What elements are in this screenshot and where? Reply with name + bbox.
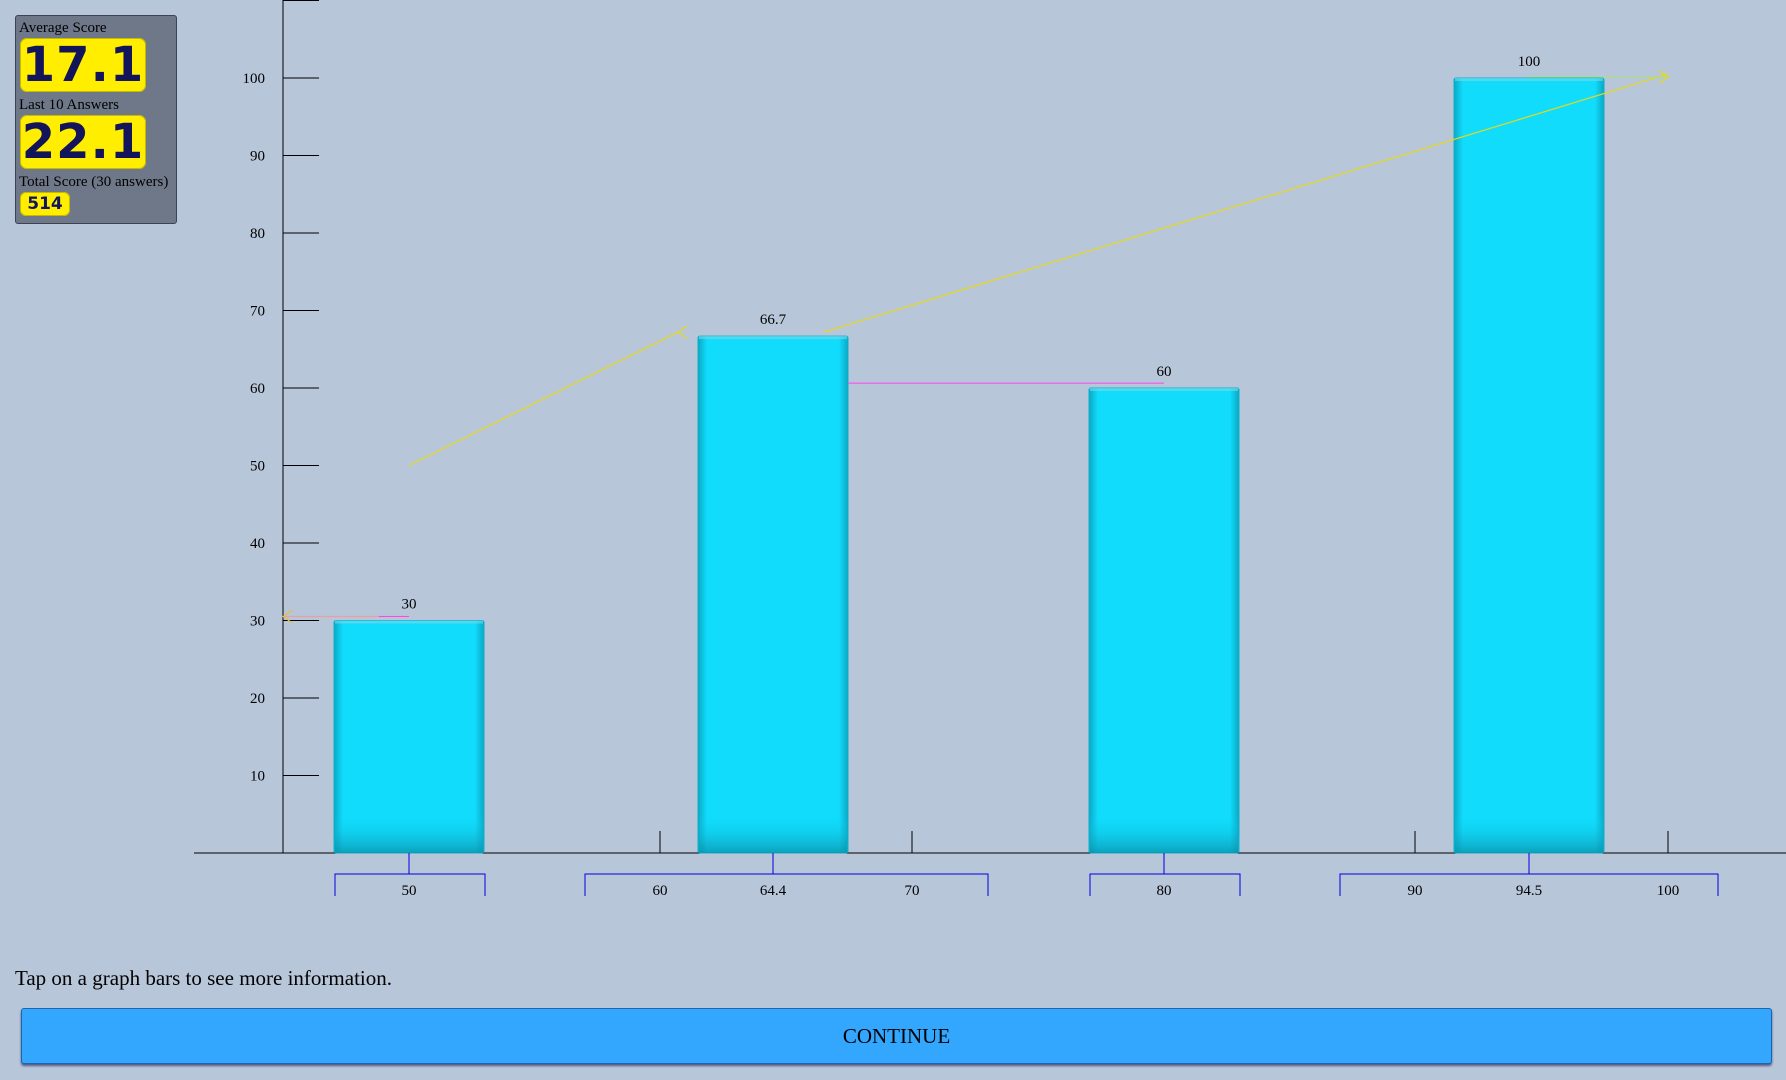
y-tick-label: 30 [250, 614, 265, 630]
bar-94.5[interactable] [1453, 77, 1605, 854]
bar-shade [1455, 813, 1603, 853]
x-tick-label: 50 [402, 883, 417, 899]
y-tick-label: 40 [250, 536, 265, 552]
x-tick-label: 100 [1657, 883, 1680, 899]
y-tick-label: 90 [250, 149, 265, 165]
trend-arrowhead [676, 325, 688, 339]
instructions-text: Tap on a graph bars to see more informat… [15, 966, 392, 990]
bar-shade [335, 813, 483, 853]
y-tick-label: 20 [250, 691, 265, 707]
y-tick-label: 60 [250, 381, 265, 397]
x-group-bracket [334, 873, 486, 896]
y-tick-label: 50 [250, 459, 265, 475]
last-10-answers-value: 22.1 [20, 114, 146, 170]
x-tick-label: 94.5 [1516, 883, 1542, 899]
x-tick-label: 80 [1157, 883, 1172, 899]
bar-body[interactable] [697, 335, 849, 854]
bar-80[interactable] [1088, 387, 1240, 854]
bar-shade [699, 813, 847, 853]
y-tick-label: 10 [250, 769, 265, 785]
y-tick-label: 70 [250, 304, 265, 320]
bar-body[interactable] [1453, 77, 1605, 854]
trend-arrowhead [281, 609, 293, 624]
trend-line-up [408, 331, 679, 467]
bar-value-label: 66.7 [760, 312, 787, 328]
bar-body[interactable] [1088, 387, 1240, 854]
bar-top-edge [699, 336, 847, 340]
score-panel: Average Score 17.1 Last 10 Answers 22.1 … [15, 15, 177, 224]
bar-top-edge [1090, 388, 1238, 391]
x-group-bracket [584, 873, 989, 896]
average-score-value: 17.1 [20, 37, 146, 93]
x-tick-label: 60 [653, 883, 668, 899]
trend-line-up [823, 73, 1669, 333]
bar-value-label: 100 [1518, 54, 1541, 70]
bar-shade [1090, 813, 1238, 853]
total-score-value: 514 [20, 192, 70, 216]
bar-64.4[interactable] [697, 335, 849, 854]
bar-top-edge [335, 620, 483, 624]
continue-button[interactable]: CONTINUE [21, 1008, 1772, 1064]
bar-top-edge [1455, 78, 1603, 81]
bar-chart: 10 20 30 40 50 60 70 80 90 100 30 66.7 60 100 50 60 64… [194, 0, 1786, 899]
x-tick-label: 70 [905, 883, 920, 899]
last-10-answers-label: Last 10 Answers [19, 97, 119, 113]
x-group-bracket [1089, 873, 1241, 896]
y-tick-label: 100 [243, 71, 266, 87]
bar-50[interactable] [333, 620, 485, 854]
trend-arrowhead [1658, 70, 1670, 84]
x-tick-label: 64.4 [760, 883, 787, 899]
x-tick-label: 90 [1408, 883, 1423, 899]
bar-value-label: 30 [402, 597, 417, 613]
average-score-label: Average Score [19, 20, 107, 36]
bar-value-label: 60 [1157, 364, 1172, 380]
total-score-label: Total Score (30 answers) [19, 174, 169, 190]
y-tick-label: 80 [250, 226, 265, 242]
